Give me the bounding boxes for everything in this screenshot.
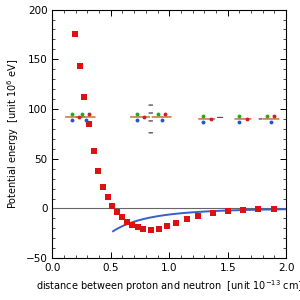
Point bbox=[125, 220, 130, 225]
Point bbox=[135, 225, 140, 230]
Point bbox=[148, 228, 153, 233]
Point bbox=[77, 64, 82, 69]
Point bbox=[101, 184, 106, 189]
Point bbox=[141, 227, 146, 232]
Point bbox=[119, 215, 124, 220]
Point bbox=[105, 194, 110, 199]
Point bbox=[210, 211, 215, 216]
Point bbox=[225, 209, 230, 214]
Point bbox=[130, 223, 135, 228]
Point bbox=[82, 95, 87, 100]
Point bbox=[87, 122, 92, 126]
Point bbox=[73, 32, 77, 37]
Point bbox=[241, 208, 245, 213]
X-axis label: distance between proton and neutron  [unit $10^{-13}$ cm]: distance between proton and neutron [uni… bbox=[36, 279, 300, 294]
Point bbox=[272, 206, 277, 211]
Point bbox=[256, 207, 260, 212]
Point bbox=[164, 224, 169, 229]
Point bbox=[96, 168, 101, 173]
Point bbox=[156, 227, 161, 232]
Point bbox=[184, 217, 189, 222]
Point bbox=[196, 214, 201, 219]
Point bbox=[92, 148, 96, 153]
Point bbox=[174, 221, 178, 226]
Y-axis label: Potential energy  [unit $10^6$ eV]: Potential energy [unit $10^6$ eV] bbox=[6, 59, 21, 209]
Point bbox=[115, 210, 120, 215]
Point bbox=[110, 203, 115, 208]
